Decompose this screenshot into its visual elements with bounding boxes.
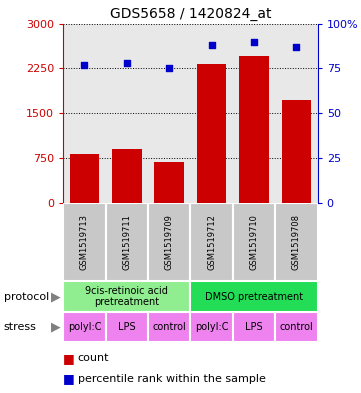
Bar: [275, 312, 318, 342]
Point: [166, 65, 172, 72]
Text: protocol: protocol: [4, 292, 49, 301]
Bar: [191, 281, 318, 312]
Text: 9cis-retinoic acid
pretreatment: 9cis-retinoic acid pretreatment: [85, 286, 168, 307]
Text: stress: stress: [4, 322, 36, 332]
Text: GSM1519713: GSM1519713: [80, 214, 89, 270]
Text: GSM1519709: GSM1519709: [165, 214, 174, 270]
Text: GSM1519710: GSM1519710: [249, 214, 258, 270]
Text: control: control: [152, 322, 186, 332]
Point: [251, 39, 257, 45]
Text: DMSO pretreatment: DMSO pretreatment: [205, 292, 303, 301]
Bar: [275, 203, 318, 281]
Bar: [233, 203, 275, 281]
Bar: [239, 57, 269, 203]
Text: GSM1519708: GSM1519708: [292, 214, 301, 270]
Text: GSM1519712: GSM1519712: [207, 214, 216, 270]
Text: ■: ■: [63, 352, 75, 365]
Text: ▶: ▶: [51, 290, 61, 303]
Bar: [70, 154, 99, 203]
Bar: [63, 203, 105, 281]
Text: LPS: LPS: [118, 322, 136, 332]
Bar: [282, 100, 311, 203]
Bar: [105, 203, 148, 281]
Text: polyI:C: polyI:C: [68, 322, 101, 332]
Text: control: control: [280, 322, 313, 332]
Bar: [191, 312, 233, 342]
Bar: [63, 281, 191, 312]
Text: count: count: [78, 353, 109, 363]
Text: ■: ■: [63, 372, 75, 385]
Text: LPS: LPS: [245, 322, 263, 332]
Bar: [112, 149, 142, 203]
Bar: [148, 312, 191, 342]
Bar: [63, 312, 105, 342]
Point: [293, 44, 299, 50]
Point: [124, 60, 130, 66]
Bar: [197, 64, 226, 203]
Bar: [191, 203, 233, 281]
Bar: [105, 312, 148, 342]
Text: GSM1519711: GSM1519711: [122, 214, 131, 270]
Point: [82, 62, 87, 68]
Text: ▶: ▶: [51, 320, 61, 333]
Point: [209, 42, 214, 48]
Text: polyI:C: polyI:C: [195, 322, 229, 332]
Bar: [148, 203, 191, 281]
Title: GDS5658 / 1420824_at: GDS5658 / 1420824_at: [110, 7, 271, 21]
Bar: [155, 162, 184, 203]
Bar: [233, 312, 275, 342]
Text: percentile rank within the sample: percentile rank within the sample: [78, 374, 265, 384]
